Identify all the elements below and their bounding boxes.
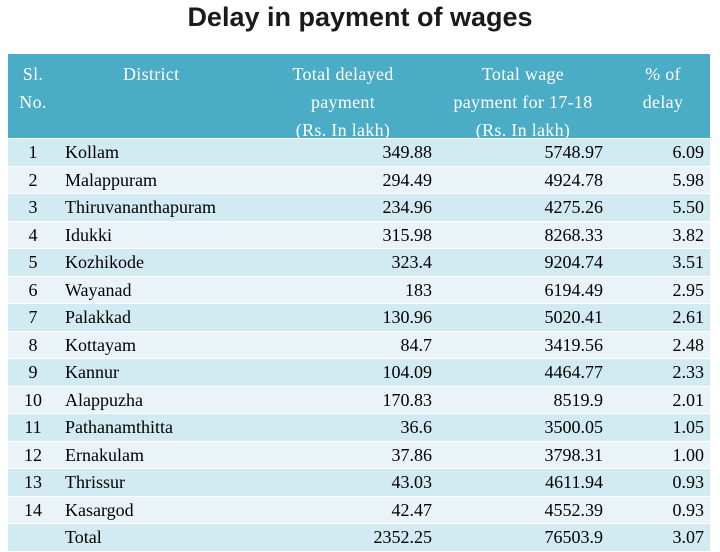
district-cell: Kottayam: [65, 334, 136, 355]
page-title: Delay in payment of wages: [187, 2, 533, 32]
delayed-cell: 294.49: [382, 169, 433, 190]
header-total-delayed: Total delayed payment (Rs. In lakh): [292, 64, 394, 140]
table-row: Total 2352.25 76503.9 3.07: [8, 523, 710, 551]
percent-cell: 0.93: [672, 472, 705, 492]
district-cell: Wayanad: [65, 279, 132, 300]
table-row: 11 Pathanamthitta 36.6 3500.05 1.05: [8, 413, 710, 441]
percent-cell: 5.50: [672, 197, 705, 217]
total-wage-cell: 4275.26: [544, 197, 604, 217]
header-percent-delay: % of delay: [642, 64, 684, 112]
sl-cell: 10: [24, 389, 42, 410]
sl-cell: 4: [28, 224, 38, 245]
delayed-cell: 315.98: [382, 224, 433, 245]
percent-cell: 3.51: [672, 252, 705, 272]
total-wage-cell: 4924.78: [544, 169, 604, 190]
total-wage-cell: 3500.05: [544, 417, 604, 437]
total-wage-cell: 8519.9: [553, 389, 604, 410]
percent-cell: 5.98: [672, 169, 705, 190]
table-row: 7 Palakkad 130.96 5020.41 2.61: [8, 303, 710, 331]
sl-cell: 6: [28, 279, 38, 300]
table-row: 8 Kottayam 84.7 3419.56 2.48: [8, 330, 710, 358]
delayed-cell: 104.09: [382, 362, 433, 382]
table-row: 14 Kasargod 42.47 4552.39 0.93: [8, 495, 710, 523]
sl-cell: 1: [28, 142, 38, 162]
total-wage-cell: 6194.49: [544, 279, 604, 300]
percent-cell: 1.05: [672, 417, 705, 437]
percent-cell: 1.00: [672, 444, 705, 465]
sl-cell: 9: [28, 362, 38, 382]
district-cell: Alappuzha: [65, 389, 143, 410]
total-wage-cell: 4552.39: [544, 499, 604, 520]
district-cell: Pathanamthitta: [65, 417, 173, 437]
table-row: 10 Alappuzha 170.83 8519.9 2.01: [8, 385, 710, 413]
district-cell: Kannur: [65, 362, 119, 382]
percent-cell: 2.33: [672, 362, 705, 382]
district-cell: Thiruvananthapuram: [65, 197, 216, 217]
district-cell: Kozhikode: [65, 252, 144, 272]
sl-cell: 12: [24, 444, 42, 465]
percent-cell: 2.95: [672, 279, 705, 300]
district-cell: Malappuram: [65, 169, 157, 190]
district-cell: Ernakulam: [65, 444, 144, 465]
header-district: District: [123, 64, 180, 84]
total-wage-cell: 3419.56: [544, 334, 604, 355]
wage-delay-table: Sl. No. District Total delayed payment (…: [8, 54, 710, 551]
delayed-cell: 183: [405, 279, 432, 300]
total-wage-cell: 76503.9: [544, 527, 604, 547]
header-sl-no: Sl. No.: [19, 64, 47, 112]
total-wage-cell: 4464.77: [544, 362, 604, 382]
total-wage-cell: 4611.94: [545, 472, 603, 492]
table-row: 9 Kannur 104.09 4464.77 2.33: [8, 358, 710, 386]
sl-cell: 5: [28, 252, 38, 272]
delayed-cell: 323.4: [391, 252, 433, 272]
district-cell: Total: [65, 527, 102, 547]
table-row: 13 Thrissur 43.03 4611.94 0.93: [8, 468, 710, 496]
delayed-cell: 234.96: [382, 197, 433, 217]
percent-cell: 3.07: [672, 527, 705, 547]
sl-cell: 7: [28, 307, 38, 327]
percent-cell: 2.61: [672, 307, 705, 327]
delayed-cell: 36.6: [400, 417, 433, 437]
total-wage-cell: 5020.41: [544, 307, 604, 327]
header-total-wage: Total wage payment for 17-18 (Rs. In lak…: [453, 64, 593, 140]
sl-cell: 2: [28, 169, 38, 190]
total-wage-cell: 8268.33: [544, 224, 604, 245]
sl-cell: 11: [24, 417, 42, 437]
percent-cell: 0.93: [672, 499, 705, 520]
table-body: 1 Kollam 349.88 5748.97 6.09 2 Malappuram 294.4…: [8, 138, 710, 551]
table-row: 5 Kozhikode 323.4 9204.74 3.51: [8, 248, 710, 276]
district-cell: Kasargod: [65, 499, 134, 520]
total-wage-cell: 3798.31: [544, 444, 604, 465]
total-wage-cell: 9204.74: [544, 252, 604, 272]
delayed-cell: 349.88: [382, 142, 433, 162]
sl-cell: 14: [24, 499, 42, 520]
delayed-cell: 43.03: [391, 472, 433, 492]
table-row: 12 Ernakulam 37.86 3798.31 1.00: [8, 440, 710, 468]
district-cell: Idukki: [65, 224, 112, 245]
delayed-cell: 42.47: [391, 499, 433, 520]
table-row: 3 Thiruvananthapuram 234.96 4275.26 5.50: [8, 193, 710, 221]
table-row: 2 Malappuram 294.49 4924.78 5.98: [8, 165, 710, 193]
total-wage-cell: 5748.97: [544, 142, 604, 162]
table-header: Sl. No. District Total delayed payment (…: [8, 54, 710, 140]
percent-cell: 3.82: [672, 224, 705, 245]
sl-cell: 13: [24, 472, 42, 492]
percent-cell: 2.01: [672, 389, 705, 410]
delayed-cell: 2352.25: [373, 527, 433, 547]
table-row: 4 Idukki 315.98 8268.33 3.82: [8, 220, 710, 248]
percent-cell: 6.09: [672, 142, 705, 162]
table-row: 1 Kollam 349.88 5748.97 6.09: [8, 138, 710, 166]
district-cell: Thrissur: [65, 472, 125, 492]
percent-cell: 2.48: [672, 334, 705, 355]
district-cell: Kollam: [65, 142, 119, 162]
delayed-cell: 130.96: [382, 307, 433, 327]
district-cell: Palakkad: [65, 307, 131, 327]
table-row: 6 Wayanad 183 6194.49 2.95: [8, 275, 710, 303]
delayed-cell: 84.7: [400, 334, 433, 355]
delayed-cell: 37.86: [391, 444, 433, 465]
sl-cell: 8: [28, 334, 38, 355]
delayed-cell: 170.83: [382, 389, 433, 410]
sl-cell: 3: [28, 197, 38, 217]
